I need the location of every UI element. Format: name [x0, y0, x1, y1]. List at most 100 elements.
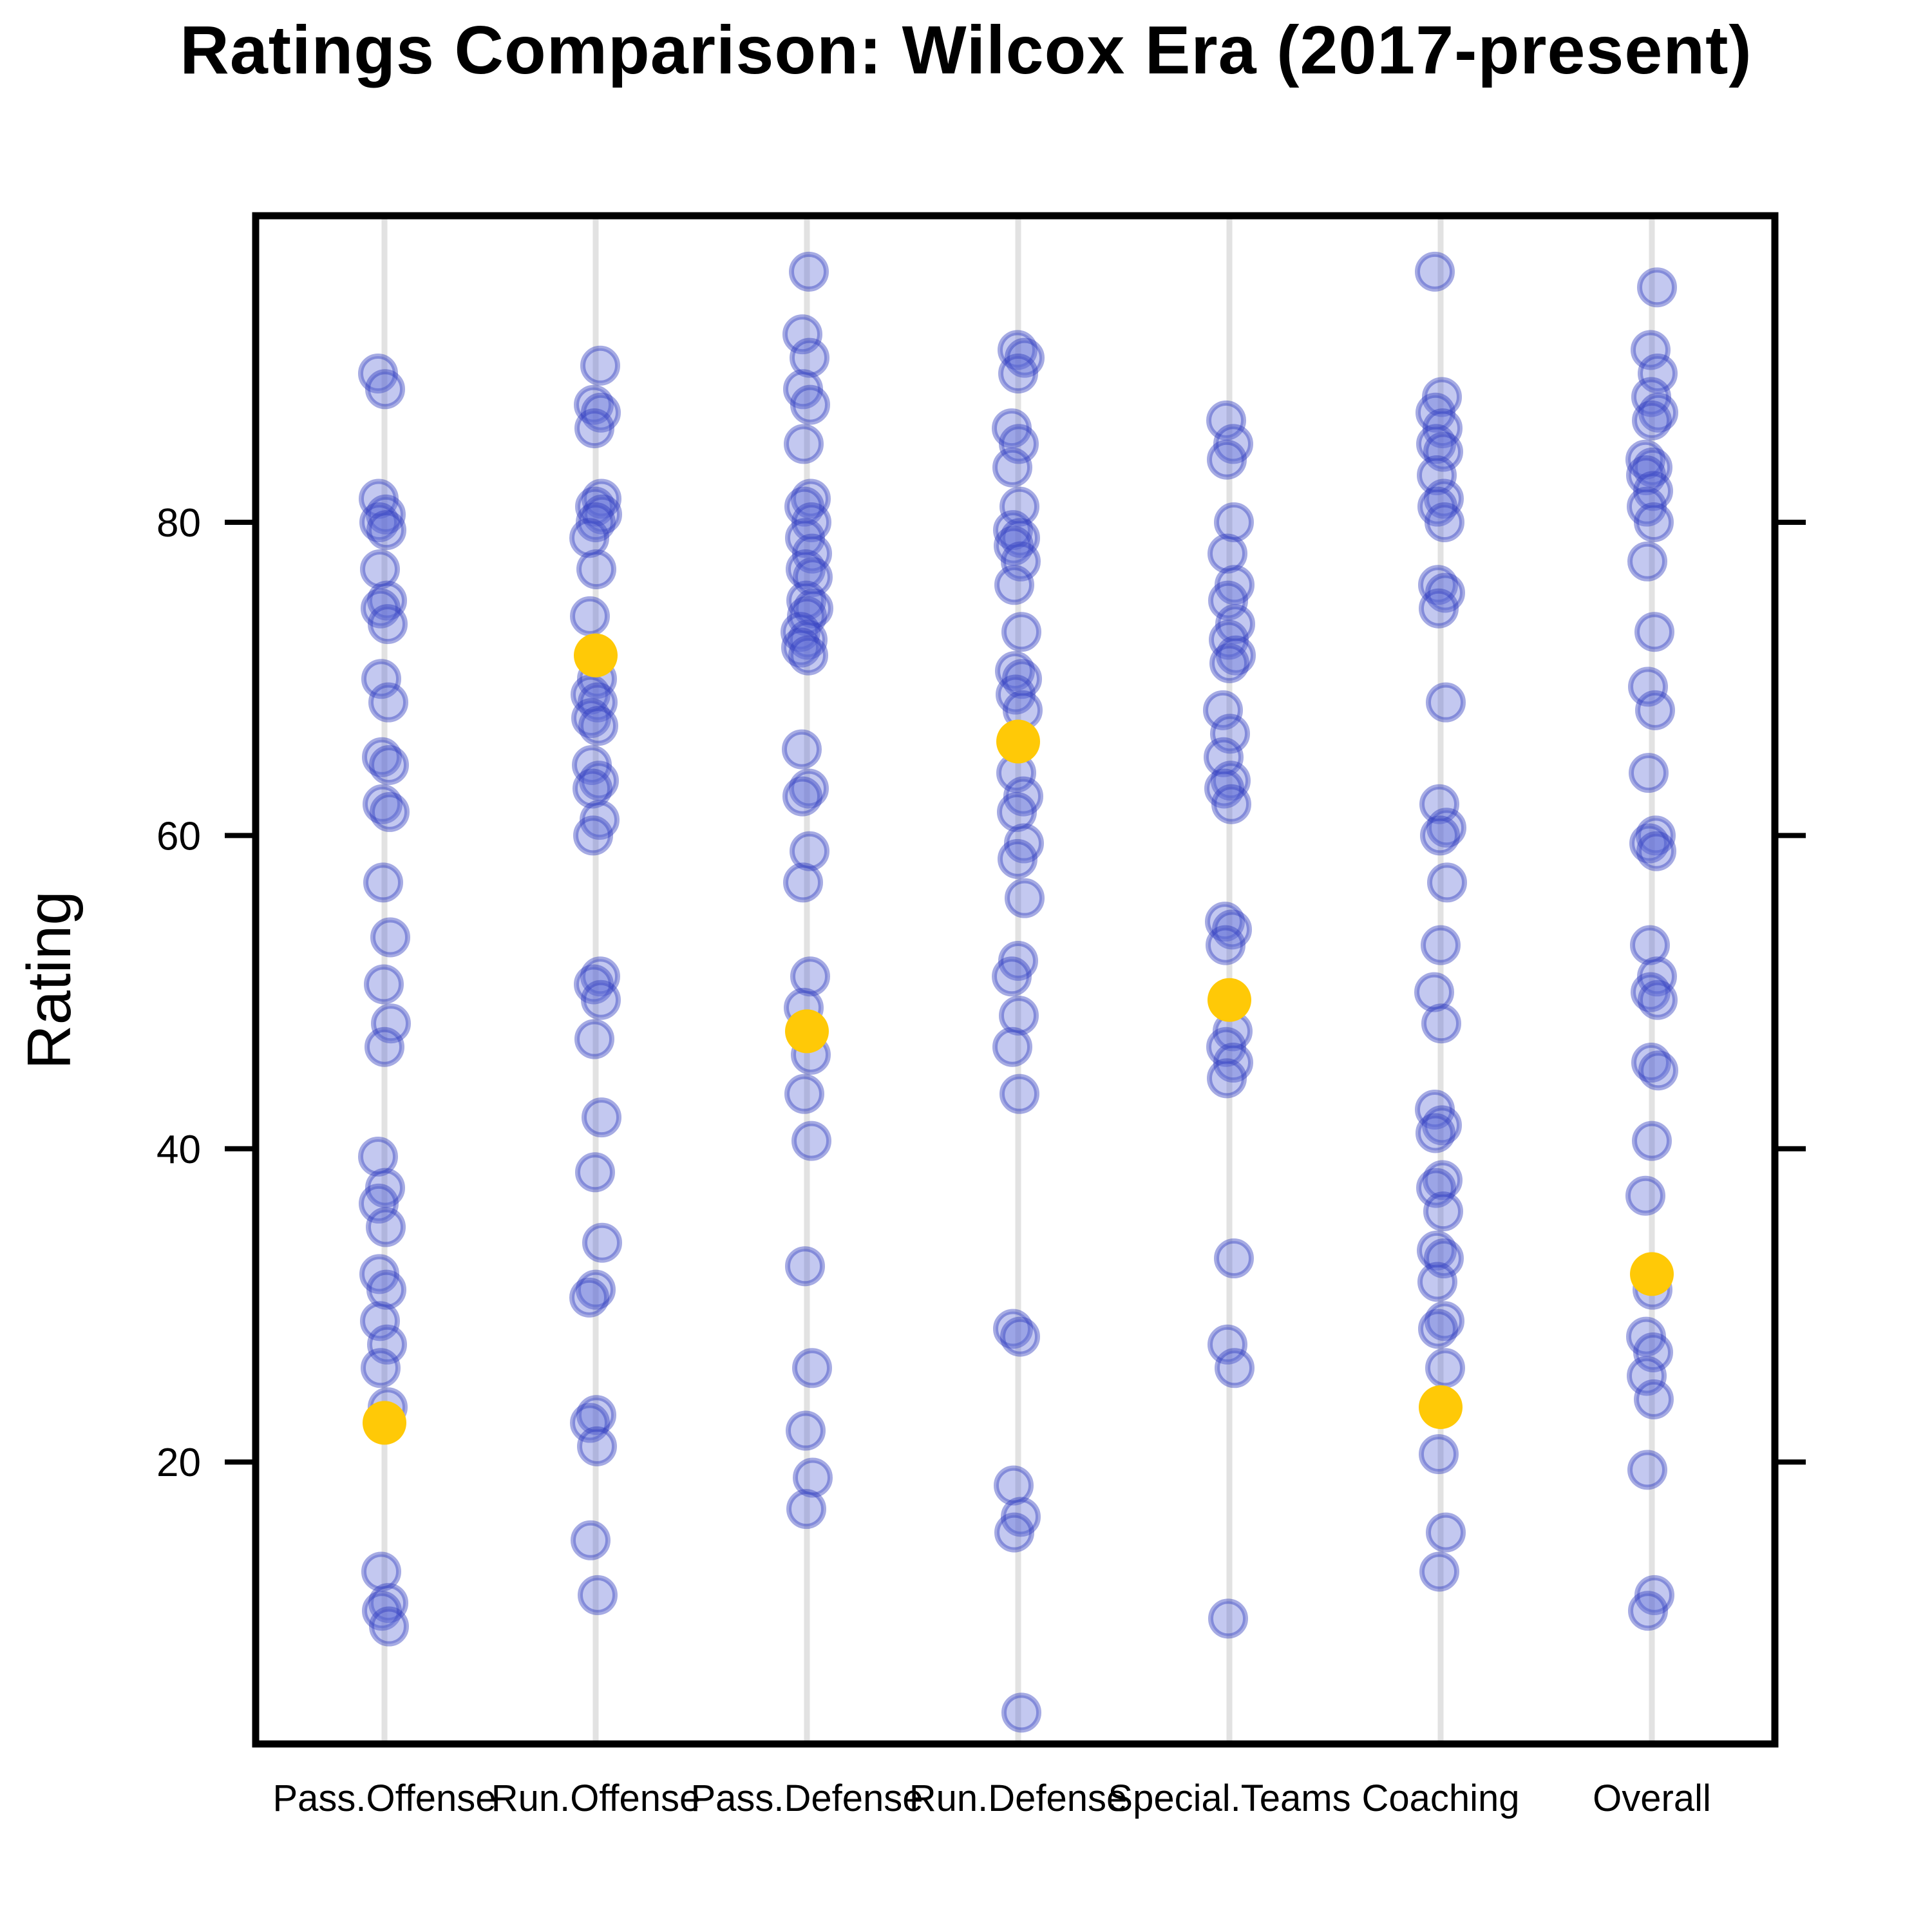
data-point	[998, 330, 1037, 370]
data-point	[1419, 1551, 1459, 1592]
data-point	[1418, 1309, 1458, 1349]
data-point	[359, 478, 399, 519]
data-point	[992, 956, 1032, 997]
data-point	[781, 627, 821, 668]
data-point	[1414, 972, 1454, 1012]
data-point	[575, 1152, 615, 1193]
rating-dots	[358, 251, 1678, 1733]
data-point	[1416, 392, 1455, 433]
data-point	[368, 604, 408, 645]
data-point	[1638, 980, 1678, 1020]
data-point	[789, 768, 829, 809]
data-point	[571, 698, 611, 738]
data-point	[791, 502, 831, 542]
data-point	[781, 612, 820, 652]
data-point	[582, 1097, 621, 1138]
data-point	[1207, 439, 1247, 480]
data-point	[1423, 408, 1463, 449]
data-point	[1628, 667, 1668, 707]
data-point	[1631, 330, 1671, 370]
data-point	[784, 424, 824, 464]
data-point	[999, 424, 1039, 464]
data-point	[574, 384, 614, 425]
data-point	[1206, 925, 1245, 965]
data-point	[1208, 1598, 1248, 1639]
data-point	[783, 369, 823, 410]
y-tick-label-40: 40	[156, 1128, 201, 1172]
data-point	[783, 862, 823, 903]
data-point	[364, 964, 404, 1005]
data-point	[572, 744, 612, 785]
data-point	[1633, 471, 1673, 511]
data-point	[1417, 1230, 1457, 1271]
data-point	[1001, 1497, 1041, 1537]
data-point	[1214, 1238, 1254, 1279]
data-point	[1625, 439, 1665, 480]
data-point	[582, 494, 622, 535]
data-point	[1427, 862, 1467, 903]
data-point	[1419, 1434, 1459, 1475]
data-point	[369, 1606, 409, 1647]
data-point	[1000, 518, 1040, 558]
data-point	[1207, 1058, 1247, 1099]
data-point	[791, 1121, 831, 1161]
data-point	[1425, 1301, 1464, 1341]
data-point	[368, 1583, 408, 1624]
data-point	[994, 1512, 1034, 1553]
data-point	[365, 1168, 405, 1208]
data-point	[1422, 377, 1462, 417]
data-point	[782, 776, 822, 817]
data-point	[580, 956, 620, 997]
data-point	[1000, 1316, 1040, 1357]
data-point	[1214, 502, 1254, 542]
data-point	[366, 510, 406, 551]
data-point	[1215, 1348, 1255, 1388]
data-point	[1208, 580, 1248, 621]
x-category-labels: Pass.OffenseRun.OffensePass.DefenseRun.D…	[272, 1777, 1710, 1819]
data-point	[995, 651, 1035, 692]
data-point	[994, 565, 1034, 605]
data-point	[366, 494, 406, 535]
data-point	[1419, 784, 1459, 824]
data-point	[360, 1301, 400, 1341]
x-label-Pass.Defense: Pass.Defense	[690, 1777, 923, 1819]
data-point	[793, 1457, 833, 1498]
y-tick-label-80: 80	[156, 501, 201, 545]
data-point	[992, 408, 1032, 449]
data-point	[1215, 565, 1255, 605]
data-point	[367, 580, 407, 621]
data-point	[360, 549, 400, 589]
highlight-point-Special.Teams	[1208, 978, 1251, 1022]
x-label-Run.Offense: Run.Offense	[491, 1777, 701, 1819]
data-point	[366, 1207, 406, 1247]
data-point	[786, 580, 826, 621]
data-point	[570, 596, 610, 636]
data-point	[574, 964, 614, 1005]
data-point	[1001, 541, 1041, 582]
data-point	[782, 314, 822, 355]
data-point	[790, 337, 829, 378]
data-point	[362, 1591, 402, 1631]
data-point	[368, 682, 408, 723]
data-point	[1625, 1175, 1665, 1216]
data-point	[1633, 1332, 1673, 1372]
data-point	[1208, 533, 1247, 574]
data-point	[1627, 486, 1667, 527]
data-point	[371, 1003, 411, 1044]
data-point	[1628, 1591, 1668, 1631]
data-point	[1631, 377, 1671, 417]
data-point	[1424, 1238, 1464, 1279]
x-label-Coaching: Coaching	[1361, 1777, 1519, 1819]
data-point	[784, 1074, 824, 1114]
highlight-point-Coaching	[1419, 1385, 1463, 1430]
data-point	[370, 791, 410, 832]
data-point	[793, 557, 833, 598]
data-point	[1637, 956, 1677, 997]
axis-ticks	[225, 520, 1806, 1465]
data-point	[1419, 588, 1459, 629]
data-point	[573, 815, 613, 856]
data-point	[998, 353, 1038, 393]
data-point	[570, 1403, 610, 1443]
data-point	[793, 588, 833, 629]
